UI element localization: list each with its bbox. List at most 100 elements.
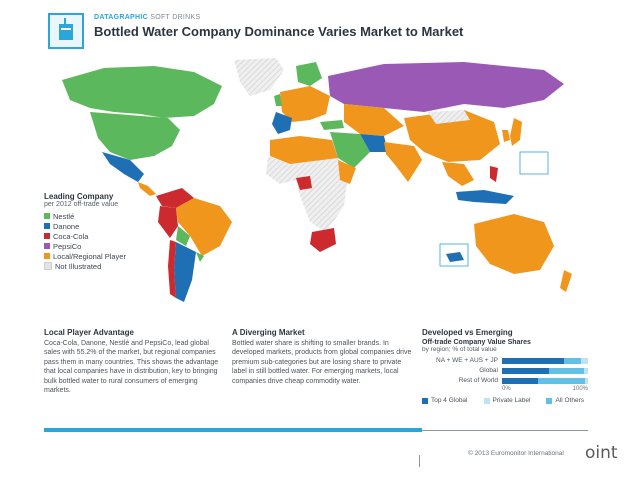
top4-swatch	[422, 397, 428, 404]
local-player-section: Local Player Advantage Coca-Cola, Danone…	[44, 328, 224, 395]
bar-row: NA + WE + AUS + JP	[422, 356, 602, 365]
map-iran	[360, 134, 388, 152]
map-inset-island	[446, 252, 464, 262]
legend-title: Leading Company	[44, 192, 114, 201]
axis-max-label: 100%	[572, 386, 588, 392]
map-bolivia	[176, 226, 190, 246]
mini-legend-top4: Top 4 Global	[422, 396, 468, 405]
diverging-market-section: A Diverging Market Bottled water share i…	[232, 328, 412, 386]
footer-tick	[419, 455, 420, 467]
map-north-africa	[270, 136, 338, 166]
cup-icon	[59, 18, 73, 40]
mini-chart-subtitle: by region; % of total value	[422, 346, 497, 353]
map-india	[384, 142, 422, 182]
map-uk	[274, 94, 282, 106]
mini-legend-private: Private Label	[483, 396, 531, 405]
map-se-asia	[442, 162, 474, 186]
map-west-africa	[266, 156, 296, 184]
footer-divider	[422, 430, 588, 431]
bar-category-label: Rest of World	[458, 377, 498, 384]
private-label-swatch	[483, 397, 490, 404]
map-south-africa	[310, 228, 336, 252]
map-philippines	[490, 166, 498, 182]
world-map	[62, 58, 572, 302]
legend-swatch	[44, 243, 50, 249]
legend-swatch	[44, 223, 50, 229]
map-turkey	[320, 120, 344, 130]
map-europe	[280, 86, 330, 122]
map-russia	[328, 62, 564, 112]
legend-items: Nestlé Danone Coca-Cola PepsiCo Local/Region…	[44, 211, 164, 271]
mini-legend-private-label: Private Label	[492, 397, 531, 404]
legend-item: Not Illustrated	[44, 261, 164, 271]
legend-label: Local/Regional Player	[53, 251, 126, 261]
map-central-asia	[344, 104, 404, 136]
legend-item: Nestlé	[44, 211, 164, 221]
bar-category-label: NA + WE + AUS + JP	[436, 357, 498, 364]
developed-emerging-section: Developed vs Emerging Off-trade Company …	[422, 328, 602, 405]
legend-label: PepsiCo	[53, 241, 82, 251]
map-mongolia	[428, 110, 470, 124]
legend-item: Danone	[44, 221, 164, 231]
brand-subtitle: SOFT DRINKS	[150, 14, 201, 21]
legend-item: PepsiCo	[44, 241, 164, 251]
bar-row: Global	[422, 366, 602, 375]
legend-item: Local/Regional Player	[44, 251, 164, 261]
legend-label: Danone	[53, 221, 80, 231]
overflow-text: oint	[585, 443, 618, 463]
legend-swatch	[44, 262, 52, 270]
bar-segment	[581, 357, 588, 364]
map-nigeria	[296, 176, 312, 190]
map-mexico	[102, 152, 144, 182]
map-colombia-venezuela	[156, 188, 194, 208]
map-greenland	[234, 58, 284, 96]
legend-swatch	[44, 233, 50, 239]
map-indonesia	[456, 190, 514, 204]
map-japan	[510, 118, 522, 146]
local-player-body: Coca-Cola, Danone, Nestlé and PepsiCo, l…	[44, 340, 219, 395]
bar-segment	[563, 357, 582, 364]
legend-item: Coca-Cola	[44, 231, 164, 241]
bar-segment	[502, 377, 539, 384]
axis-min-label: 0%	[502, 386, 511, 392]
map-new-zealand	[560, 270, 572, 292]
map-australia	[474, 214, 554, 274]
map-inset-caribbean	[439, 243, 469, 267]
bar-segment	[502, 367, 550, 374]
map-brazil	[176, 198, 232, 256]
bar-segment	[538, 377, 586, 384]
mini-legend-top4-label: Top 4 Global	[431, 397, 468, 404]
brand-name: DATAGRAPHIC	[94, 14, 148, 21]
copyright-text: © 2013 Euromonitor International	[468, 450, 564, 457]
map-france-iberia	[272, 112, 292, 134]
bar-segment	[583, 367, 588, 374]
mini-chart-legend: Top 4 Global Private Label All Others	[422, 396, 602, 405]
bar-track	[502, 377, 588, 384]
bar-row: Rest of World	[422, 376, 602, 385]
bar-track	[502, 367, 588, 374]
map-inset-japan	[519, 151, 549, 175]
brand-label: DATAGRAPHIC SOFT DRINKS	[94, 14, 200, 21]
map-usa	[90, 112, 180, 160]
map-uruguay	[196, 252, 204, 262]
footer-accent-bar	[44, 428, 422, 432]
map-peru	[158, 206, 178, 238]
bar-segment	[502, 357, 564, 364]
bar-track	[502, 357, 588, 364]
legend-swatch	[44, 253, 50, 259]
bar-segment	[549, 367, 584, 374]
map-canada	[62, 66, 222, 118]
map-legend: Leading Company per 2012 off-trade value…	[44, 192, 164, 271]
local-player-heading: Local Player Advantage	[44, 328, 134, 337]
mini-legend-others: All Others	[546, 396, 584, 405]
map-east-africa	[338, 160, 356, 184]
mini-legend-others-label: All Others	[555, 397, 584, 404]
all-others-swatch	[546, 397, 553, 404]
diverging-market-body: Bottled water share is shifting to small…	[232, 340, 412, 385]
diverging-market-heading: A Diverging Market	[232, 328, 305, 337]
legend-swatch	[44, 213, 50, 219]
map-argentina	[174, 242, 196, 302]
legend-label: Not Illustrated	[55, 261, 102, 271]
map-scandinavia	[296, 62, 322, 86]
legend-label: Nestlé	[53, 211, 75, 221]
